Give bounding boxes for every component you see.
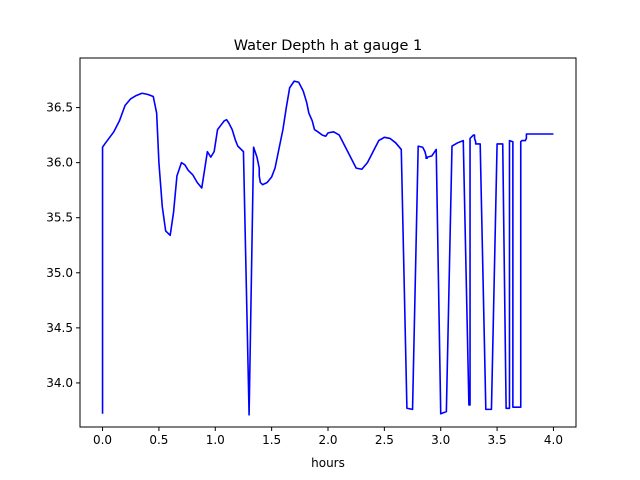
y-tick-label: 35.5 [46, 211, 73, 225]
x-tick-label: 3.5 [488, 433, 507, 447]
x-tick-label: 2.5 [375, 433, 394, 447]
y-tick-label: 35.0 [46, 266, 73, 280]
y-tick-label: 36.0 [46, 156, 73, 170]
x-tick-label: 2.0 [318, 433, 337, 447]
x-tick-label: 0.0 [93, 433, 112, 447]
y-tick-label: 34.5 [46, 321, 73, 335]
x-tick-label: 0.5 [149, 433, 168, 447]
x-axis-ticks: 0.0 0.5 1.0 1.5 2.0 2.5 3.0 3.5 4.0 [93, 427, 563, 447]
series-line-1 [101, 80, 554, 416]
y-axis-ticks: 34.0 34.5 35.0 35.5 36.0 36.5 [46, 101, 80, 390]
plot-area [101, 80, 554, 416]
x-axis-label: hours [311, 456, 345, 470]
x-tick-label: 3.0 [431, 433, 450, 447]
y-tick-label: 36.5 [46, 101, 73, 115]
x-tick-label: 1.0 [206, 433, 225, 447]
y-tick-label: 34.0 [46, 376, 73, 390]
plot-frame [79, 57, 577, 428]
x-tick-label: 1.5 [262, 433, 281, 447]
chart-title: Water Depth h at gauge 1 [234, 38, 422, 54]
x-tick-label: 4.0 [544, 433, 563, 447]
